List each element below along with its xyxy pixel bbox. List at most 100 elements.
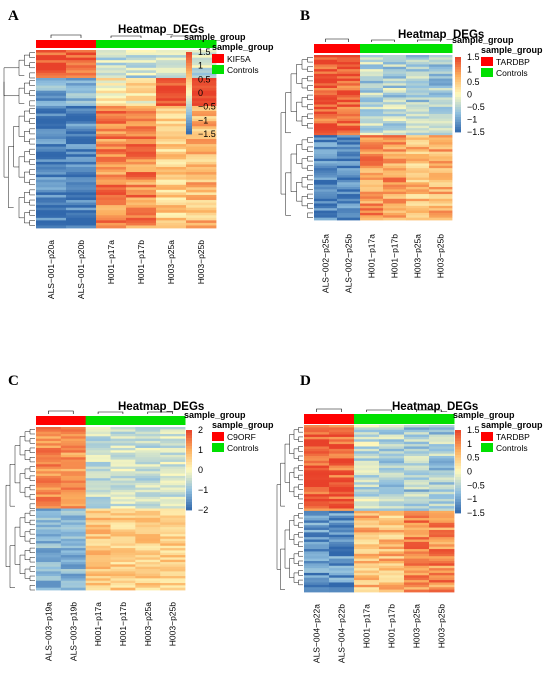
heatmap-cell [66, 174, 97, 178]
heatmap-cell [429, 491, 455, 495]
heatmap-cell [329, 518, 355, 521]
heatmap-cell [314, 92, 338, 96]
heatmap-cell [329, 570, 355, 574]
heatmap-cell [383, 165, 407, 169]
dendrogram-branch [298, 513, 303, 519]
color-scale-step [455, 493, 461, 497]
column-label: H003−p25b [437, 604, 447, 648]
heatmap-cell [354, 532, 380, 536]
heatmap-cell [85, 429, 111, 433]
heatmap-cell [110, 545, 136, 549]
heatmap-cell [379, 510, 405, 514]
heatmap-cell [85, 552, 111, 556]
color-scale-step [455, 477, 461, 481]
heatmap-cell [160, 536, 186, 540]
heatmap-cell [135, 496, 161, 500]
heatmap-cell [337, 217, 361, 221]
heatmap-cell [404, 572, 430, 576]
heatmap-cell [337, 132, 361, 136]
color-scale-step [186, 125, 192, 129]
heatmap-cell [110, 543, 136, 547]
heatmap-cell [404, 432, 430, 435]
color-scale-step [186, 456, 192, 460]
heatmap-cell [337, 184, 361, 188]
heatmap-cell [135, 559, 161, 563]
heatmap-cell [156, 108, 187, 112]
heatmap-cell [406, 73, 430, 77]
heatmap-cell [379, 568, 405, 571]
heatmap-cell [379, 477, 405, 481]
heatmap-cell [160, 545, 186, 549]
heatmap-cell [66, 161, 97, 165]
heatmap-cell [379, 506, 405, 509]
heatmap-cell [383, 80, 407, 84]
dendrogram-branch [307, 94, 313, 101]
heatmap-cell [60, 494, 87, 498]
heatmap-cell [160, 520, 186, 523]
annotation-cell [156, 40, 187, 48]
heatmap-cell [360, 215, 384, 219]
heatmap-cell [186, 55, 217, 59]
heatmap-cell [379, 560, 405, 564]
dendrogram-branch [293, 448, 299, 459]
heatmap-cell [337, 113, 361, 117]
heatmap-cell [404, 475, 430, 478]
dendrogram-branch [19, 436, 25, 456]
annotation-cell [337, 44, 361, 53]
heatmap-cell [383, 149, 407, 153]
heatmap-cell [36, 503, 62, 507]
color-scale-step [186, 98, 192, 102]
heatmap-cell [85, 580, 111, 584]
heatmap-cell [160, 487, 186, 491]
color-scale-step [186, 448, 192, 452]
heatmap-cell [404, 510, 430, 514]
heatmap-cell [160, 513, 186, 516]
heatmap-cell [383, 161, 407, 164]
color-scale-step [455, 62, 461, 65]
heatmap-cell [96, 136, 127, 140]
heatmap-cell [66, 154, 97, 158]
heatmap-cell [354, 439, 380, 443]
heatmap-cell [404, 508, 430, 512]
heatmap-cell [429, 104, 453, 108]
heatmap-cell [304, 429, 330, 433]
heatmap-cell [354, 498, 380, 502]
heatmap-cell [66, 121, 97, 125]
heatmap-cell [85, 522, 111, 526]
heatmap-cell [96, 182, 127, 186]
heatmap-cell [96, 113, 127, 117]
heatmap-cell [429, 532, 455, 536]
heatmap-cell [36, 538, 62, 542]
heatmap-cell [110, 559, 136, 563]
heatmap-cell [314, 113, 338, 117]
heatmap-cell [314, 123, 338, 127]
heatmap-cell [360, 198, 384, 202]
heatmap-cell [383, 139, 407, 143]
heatmap-cell [429, 85, 453, 89]
heatmap-cell [156, 52, 187, 56]
heatmap-cell [135, 545, 161, 549]
heatmap-cell [354, 556, 380, 559]
heatmap-cell [85, 499, 111, 502]
heatmap-cell [60, 431, 87, 435]
panel-letter: B [300, 8, 310, 24]
dendrogram-branch [293, 429, 299, 440]
heatmap-cell [406, 104, 430, 108]
heatmap-cell [60, 487, 87, 491]
dendrogram-branch [289, 520, 294, 540]
color-scale-step [186, 488, 192, 492]
heatmap-cell [36, 83, 67, 86]
heatmap-cell [60, 585, 87, 589]
dendrogram-branch [110, 35, 142, 38]
heatmap-cell [314, 158, 338, 162]
heatmap-cell [329, 575, 355, 579]
heatmap-cell [337, 187, 361, 190]
heatmap-cell [156, 105, 187, 109]
heatmap-cell [135, 524, 161, 528]
dendrogram-branch [298, 503, 303, 509]
heatmap-cell [354, 527, 380, 531]
dendrogram-branch [298, 541, 303, 547]
heatmap-cell [96, 179, 127, 183]
heatmap-cell [110, 480, 136, 484]
dendrogram-branch [29, 557, 35, 563]
